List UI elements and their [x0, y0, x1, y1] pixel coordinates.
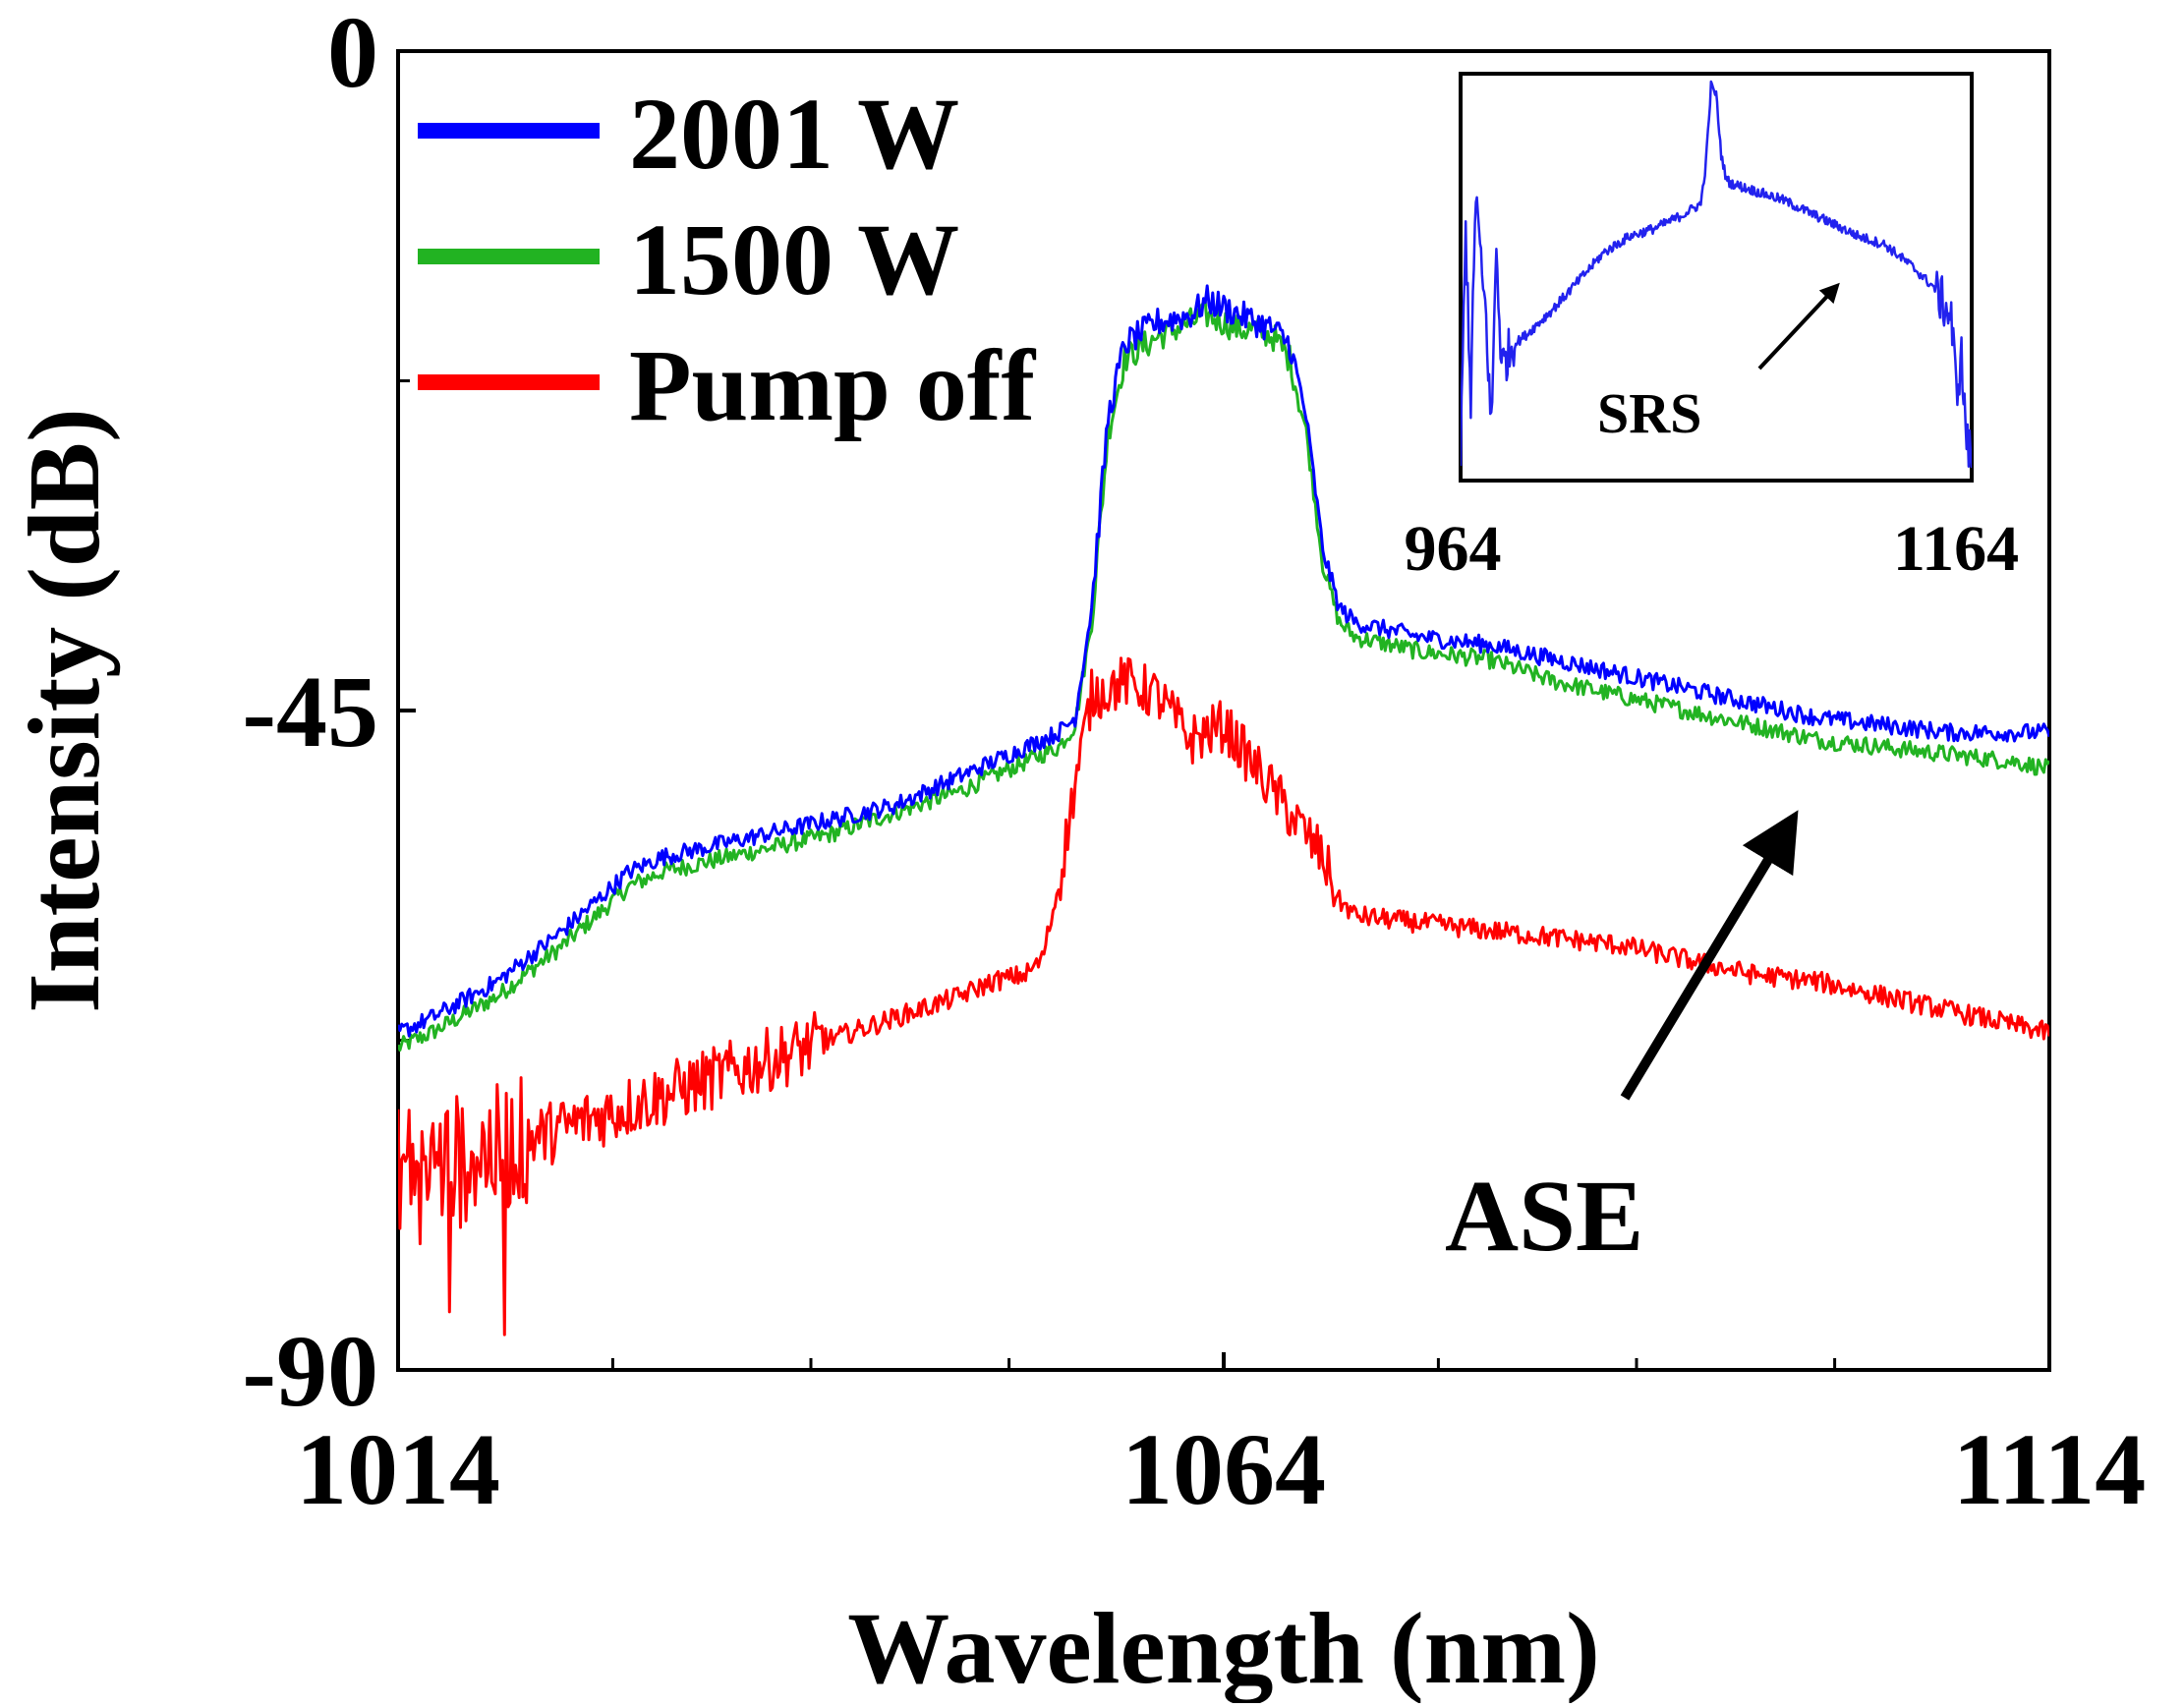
- inset-chart: SRS 964 1164: [1405, 72, 2019, 585]
- y-tick-label: -90: [242, 1315, 378, 1428]
- legend-label: 2001 W: [629, 78, 959, 191]
- y-axis-ticks: 0 -45 -90: [242, 0, 416, 1428]
- x-tick-label: 1114: [1953, 1413, 2147, 1526]
- ase-arrow: [1620, 810, 1799, 1101]
- x-axis-ticks: 1014 1064 1114: [296, 1352, 2146, 1526]
- x-axis-label: Wavelength (nm): [847, 1592, 1600, 1703]
- legend: 2001 W 1500 W Pump off: [418, 78, 1036, 442]
- srs-annotation: SRS: [1597, 381, 1701, 445]
- legend-label: 1500 W: [629, 203, 959, 316]
- inset-x-tick-label-right: 1164: [1893, 513, 2019, 585]
- series-line-1500-w: [398, 300, 2049, 1053]
- srs-arrow: [1757, 282, 1840, 370]
- inset-series-layer: [1461, 80, 1972, 469]
- series-line-2001-w: [398, 284, 2049, 1038]
- x-tick-label: 1064: [1121, 1413, 1326, 1526]
- inset-frame: [1459, 72, 1974, 483]
- x-tick-label: 1014: [296, 1413, 500, 1526]
- legend-label: Pump off: [629, 329, 1036, 442]
- series-line-pump-off: [398, 656, 2049, 1337]
- y-tick-label: -45: [242, 655, 378, 769]
- ase-annotation: ASE: [1445, 1160, 1643, 1273]
- y-tick-label: 0: [327, 0, 378, 109]
- series-layer: [398, 284, 2049, 1337]
- inset-x-tick-label-left: 964: [1405, 513, 1502, 585]
- y-axis-label: Intensity (dB): [8, 408, 121, 1012]
- inset-series-line: [1461, 80, 1972, 469]
